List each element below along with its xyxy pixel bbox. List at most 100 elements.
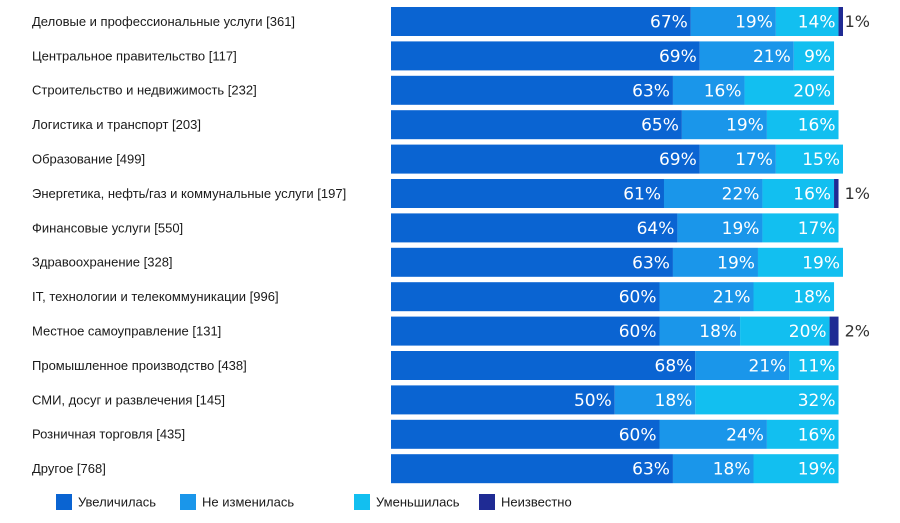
bar-segment: [677, 213, 763, 243]
data-label: 21%: [713, 288, 751, 308]
data-label: 19%: [726, 116, 764, 136]
bar-segment: [740, 316, 830, 346]
data-label: 61%: [623, 185, 661, 205]
category-label: Энергетика, нефть/газ и коммунальные усл…: [32, 186, 346, 201]
bar-segment: [753, 282, 835, 312]
data-label: 14%: [798, 13, 836, 33]
bar-segment: [762, 213, 839, 243]
bar-segment: [659, 419, 767, 449]
data-label: 18%: [713, 460, 751, 480]
data-label: 20%: [789, 322, 827, 342]
category-label: СМИ, досуг и развлечения [145]: [32, 392, 225, 407]
data-label: 15%: [802, 150, 840, 170]
bar-segment: [391, 75, 673, 105]
legend-swatch: [479, 494, 495, 510]
bar-segment: [775, 7, 839, 36]
category-label: Местное самоуправление [131]: [32, 324, 221, 339]
bar-segment: [391, 110, 682, 140]
bar-segment: [789, 351, 839, 380]
legend-swatch: [56, 494, 72, 510]
data-label: 16%: [798, 116, 836, 136]
bar-segment: [766, 110, 839, 140]
legend-label: Не изменилась: [202, 494, 294, 509]
legend-label: Неизвестно: [501, 494, 572, 509]
bar-segment: [391, 282, 660, 312]
bar-segment: [659, 316, 741, 346]
data-label: 18%: [699, 322, 737, 342]
legend-label: Увеличилась: [78, 494, 156, 509]
data-label: 68%: [655, 357, 693, 377]
bar-segment: [829, 316, 839, 346]
data-label: 18%: [793, 288, 831, 308]
data-label: 24%: [726, 425, 764, 445]
data-label: 16%: [704, 81, 742, 101]
data-label: 19%: [798, 460, 836, 480]
data-label: 63%: [632, 253, 670, 273]
category-label: Другое [768]: [32, 461, 106, 476]
bar-segment: [672, 454, 754, 484]
bar-segment: [757, 247, 843, 277]
data-label: 64%: [637, 219, 675, 239]
data-label: 63%: [632, 460, 670, 480]
bar-segment: [659, 282, 754, 312]
legend-swatch: [180, 494, 196, 510]
bar-segment: [672, 75, 745, 105]
data-label: 16%: [793, 185, 831, 205]
data-label: 19%: [735, 13, 773, 33]
data-label: 19%: [722, 219, 760, 239]
bar-segment: [793, 41, 835, 71]
category-label: Логистика и транспорт [203]: [32, 117, 201, 132]
data-label: 11%: [798, 357, 836, 377]
category-label: Деловые и профессиональные услуги [361]: [32, 14, 295, 29]
data-label: 18%: [655, 391, 693, 411]
data-label: 65%: [641, 116, 679, 136]
data-label: 69%: [659, 150, 697, 170]
bar-segment: [753, 454, 839, 484]
category-label: Строительство и недвижимость [232]: [32, 83, 257, 98]
data-label: 21%: [753, 47, 791, 67]
data-label: 1%: [845, 184, 870, 203]
bar-segment: [699, 144, 776, 174]
bar-segment: [681, 110, 767, 140]
data-label: 2%: [845, 322, 870, 341]
bar-segment: [834, 179, 839, 208]
bar-segment: [391, 213, 678, 243]
bar-segment: [695, 385, 839, 415]
bar-segment: [391, 7, 691, 36]
data-label: 16%: [798, 425, 836, 445]
bar-segment: [391, 247, 673, 277]
bar-segment: [391, 144, 700, 174]
category-label: Центральное правительство [117]: [32, 48, 237, 63]
data-label: 69%: [659, 47, 697, 67]
bar-segment: [699, 41, 794, 71]
data-label: 9%: [804, 47, 831, 67]
data-label: 19%: [717, 253, 755, 273]
bar-segment: [838, 7, 843, 36]
category-label: Образование [499]: [32, 152, 145, 167]
data-label: 1%: [845, 12, 870, 31]
data-label: 20%: [793, 81, 831, 101]
data-label: 17%: [735, 150, 773, 170]
data-label: 21%: [749, 357, 787, 377]
category-label: Розничная торговля [435]: [32, 427, 185, 442]
bar-segment: [391, 419, 660, 449]
data-label: 19%: [802, 253, 840, 273]
bar-segment: [391, 351, 696, 380]
data-label: 60%: [619, 322, 657, 342]
category-label: IT, технологии и телекоммуникации [996]: [32, 289, 279, 304]
bar-segment: [614, 385, 696, 415]
category-label: Финансовые услуги [550]: [32, 220, 183, 235]
category-label: Здравоохранение [328]: [32, 255, 173, 270]
bar-segment: [391, 454, 673, 484]
data-label: 60%: [619, 288, 657, 308]
data-label: 50%: [574, 391, 612, 411]
bar-segment: [690, 7, 776, 36]
bar-segment: [744, 75, 835, 105]
bar-segment: [391, 316, 660, 346]
bar-segment: [672, 247, 758, 277]
bar-segment: [391, 179, 664, 208]
data-label: 22%: [722, 185, 760, 205]
data-label: 60%: [619, 425, 657, 445]
legend-label: Уменьшилась: [376, 494, 460, 509]
